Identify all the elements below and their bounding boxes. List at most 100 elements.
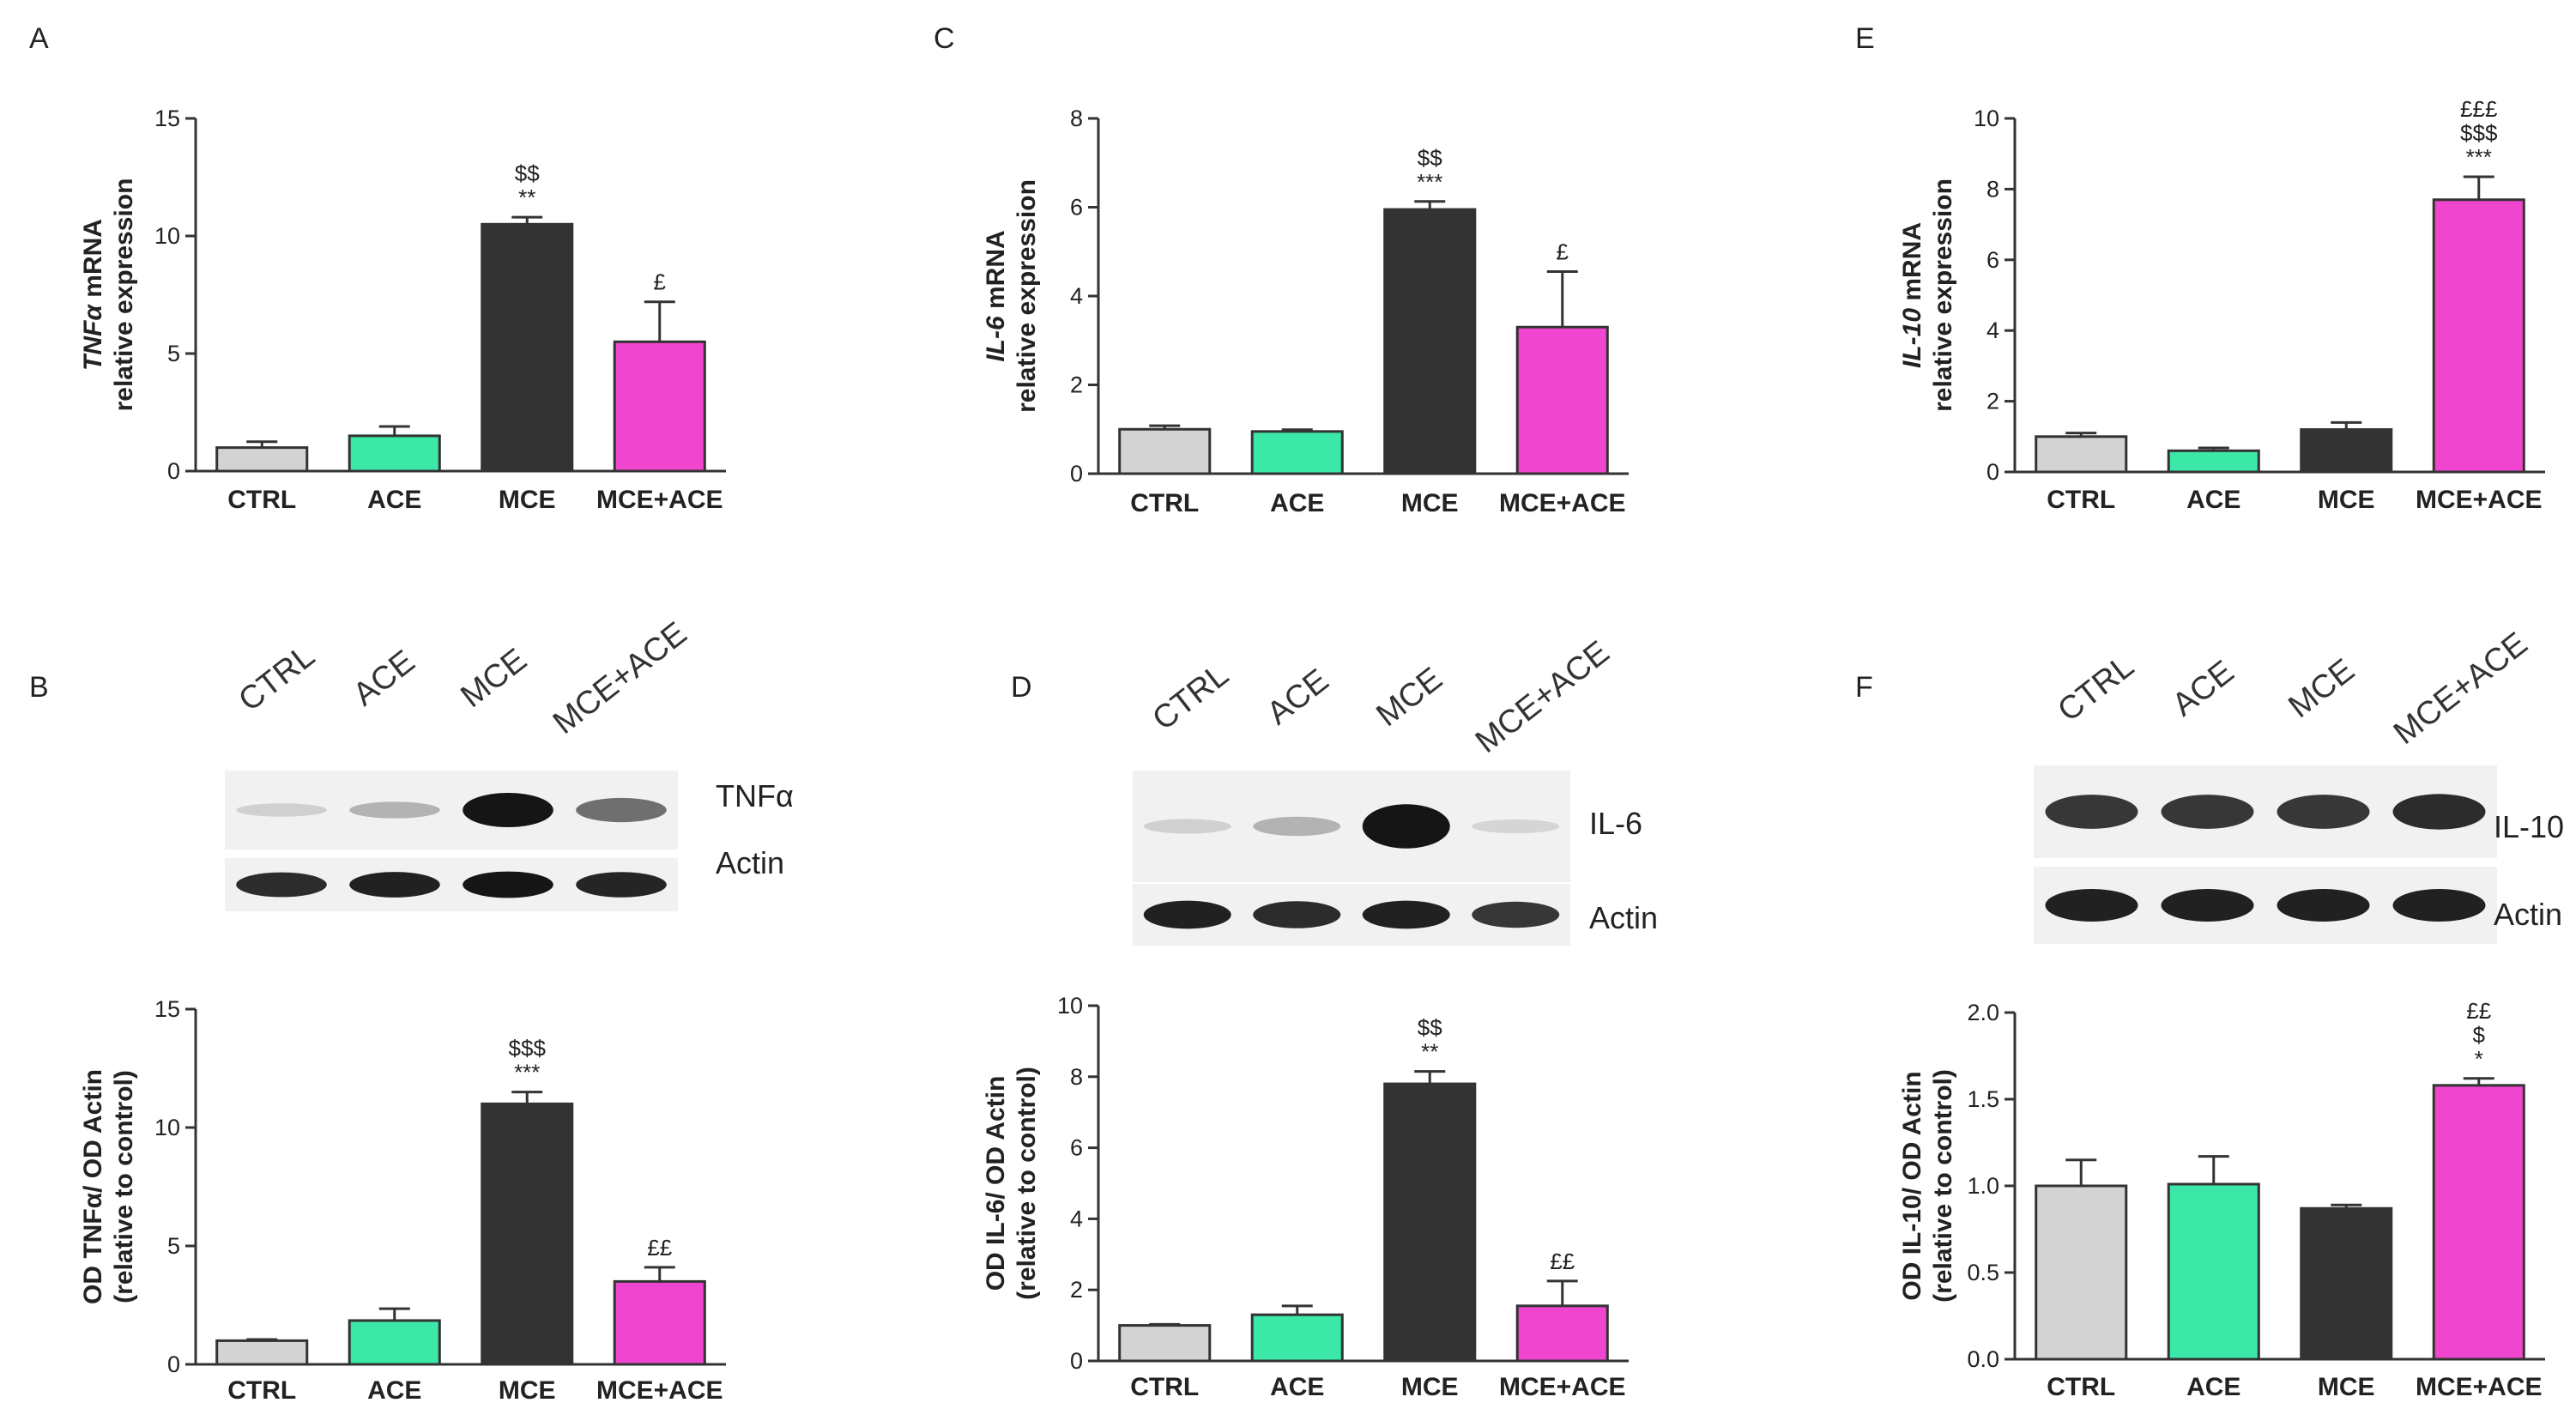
x-tick-label: MCE+ACE: [1499, 489, 1626, 517]
blot-band: [1143, 819, 1231, 834]
significance-marker: ***: [1417, 169, 1442, 195]
blot-band: [2277, 795, 2370, 829]
blot-band: [2161, 889, 2254, 922]
blot-band: [2161, 795, 2254, 829]
y-axis-label: OD TNFα/ OD Actin (relative to control): [79, 1069, 138, 1304]
y-tick-label: 8: [1070, 1064, 1083, 1090]
x-tick-label: MCE+ACE: [1499, 1373, 1626, 1401]
x-tick-label: MCE+ACE: [596, 486, 723, 514]
bar-mce: [1383, 208, 1477, 475]
y-axis-label: OD IL-6/ OD Actin (relative to control): [982, 1067, 1041, 1300]
y-tick-label: 0: [1070, 1348, 1083, 1374]
blot-band: [236, 872, 327, 898]
bar-ace: [348, 1319, 441, 1366]
bar-mce-plus-ace: [613, 1279, 706, 1366]
significance-marker: £££: [2460, 96, 2498, 122]
blot-band: [1362, 900, 1450, 929]
y-tick-label: 0: [1070, 461, 1083, 487]
significance-marker: $$: [1418, 145, 1442, 171]
significance-marker: *: [2475, 1046, 2483, 1072]
y-tick-label: 5: [167, 341, 180, 366]
significance-marker: ***: [2466, 144, 2492, 170]
blot-band: [1362, 804, 1450, 849]
bar-ctrl: [215, 1339, 309, 1366]
y-tick-label: 0: [167, 1351, 180, 1377]
blot-band: [463, 871, 553, 898]
bar-mce-plus-ace: [2432, 198, 2525, 474]
blot-band: [463, 793, 553, 827]
significance-marker: $$$: [2460, 120, 2498, 146]
y-tick-label: 4: [1986, 317, 1999, 343]
significance-marker: ££: [2466, 998, 2491, 1024]
significance-marker: $: [2473, 1022, 2486, 1048]
blot-band: [1472, 901, 1560, 928]
blot-band-label: IL-6: [1589, 806, 1642, 841]
y-tick-label: 15: [154, 996, 180, 1022]
blot-band: [2045, 889, 2138, 922]
y-tick-label: 6: [1070, 195, 1083, 221]
significance-marker: £: [654, 269, 667, 295]
panel-letter-b: B: [29, 671, 49, 704]
significance-marker: ***: [514, 1060, 540, 1085]
bar-ace: [1250, 1313, 1344, 1363]
bar-mce: [1383, 1082, 1477, 1363]
chart-a-tnf-mrna: 0 5 10 15 TNFα mRNA relative expression CTRL AC…: [79, 106, 726, 514]
y-tick-label: 15: [154, 106, 180, 131]
blot-band: [2392, 889, 2486, 922]
y-tick-label: 10: [154, 1115, 180, 1140]
y-tick-label: 0.0: [1967, 1346, 1999, 1372]
blot-band: [576, 872, 667, 898]
x-tick-label: ACE: [367, 1376, 421, 1405]
y-axis-label: TNFα mRNA relative expression: [79, 178, 138, 412]
y-tick-label: 2: [1070, 1277, 1083, 1303]
x-tick-label: ACE: [1270, 489, 1324, 517]
x-tick-label: MCE: [499, 1376, 556, 1405]
x-tick-label: MCE+ACE: [2416, 486, 2543, 514]
blot-band-label: IL-10: [2494, 809, 2564, 844]
y-axis-label: OD IL-10/ OD Actin (relative to control): [1898, 1069, 1957, 1303]
bar-mce-plus-ace: [1515, 325, 1609, 475]
x-tick-label: MCE+ACE: [2416, 1373, 2543, 1401]
bar-ctrl: [1118, 427, 1212, 475]
y-tick-label: 2: [1070, 372, 1083, 398]
blot-band: [2392, 794, 2486, 830]
bar-ctrl: [2035, 435, 2128, 474]
y-tick-label: 0.5: [1967, 1260, 1999, 1285]
chart-c-il6-mrna: 0 2 4 6 8 IL-6 mRNA relative expression CTRL ACE…: [982, 106, 1629, 517]
significance-marker: ££: [1550, 1249, 1575, 1274]
bar-ctrl: [1118, 1324, 1212, 1363]
x-tick-label: ACE: [1270, 1373, 1324, 1401]
chart-d-il6-od: 0 2 4 6 8 10 OD IL-6/ OD Actin (relative to con…: [982, 993, 1629, 1401]
bar-mce-plus-ace: [1515, 1304, 1609, 1363]
blot-band: [1253, 901, 1341, 928]
bar-mce: [2300, 428, 2393, 474]
x-tick-label: CTRL: [1130, 489, 1199, 517]
y-tick-label: 5: [167, 1233, 180, 1259]
panel-letter-a: A: [29, 22, 49, 55]
bar-mce: [481, 222, 574, 473]
blot-band: [349, 872, 440, 898]
y-tick-label: 8: [1986, 176, 1999, 202]
blot-band: [349, 801, 440, 819]
blot-band: [1472, 819, 1560, 834]
y-tick-label: 2.0: [1967, 1000, 1999, 1025]
bar-mce-plus-ace: [2432, 1084, 2525, 1361]
blot-band-label: Actin: [1589, 900, 1658, 935]
y-axis-label: IL-6 mRNA relative expression: [982, 179, 1041, 413]
chart-f-il10-od: 0.0 0.5 1.0 1.5 2.0 OD IL-10/ OD Actin (relati…: [1898, 998, 2545, 1401]
panel-letter-e: E: [1855, 22, 1875, 55]
significance-marker: **: [518, 184, 535, 210]
significance-marker: $$: [1418, 1015, 1442, 1041]
blot-band: [236, 803, 327, 817]
y-tick-label: 0: [167, 458, 180, 484]
bar-ace: [2167, 1182, 2260, 1361]
x-tick-label: MCE: [1401, 489, 1459, 517]
significance-marker: **: [1421, 1039, 1438, 1065]
bar-ace: [2167, 449, 2260, 474]
y-tick-label: 1.0: [1967, 1173, 1999, 1199]
x-tick-label: MCE: [1401, 1373, 1459, 1401]
y-tick-label: 10: [1974, 106, 1999, 131]
x-tick-label: CTRL: [227, 486, 296, 514]
bar-mce-plus-ace: [613, 340, 706, 473]
